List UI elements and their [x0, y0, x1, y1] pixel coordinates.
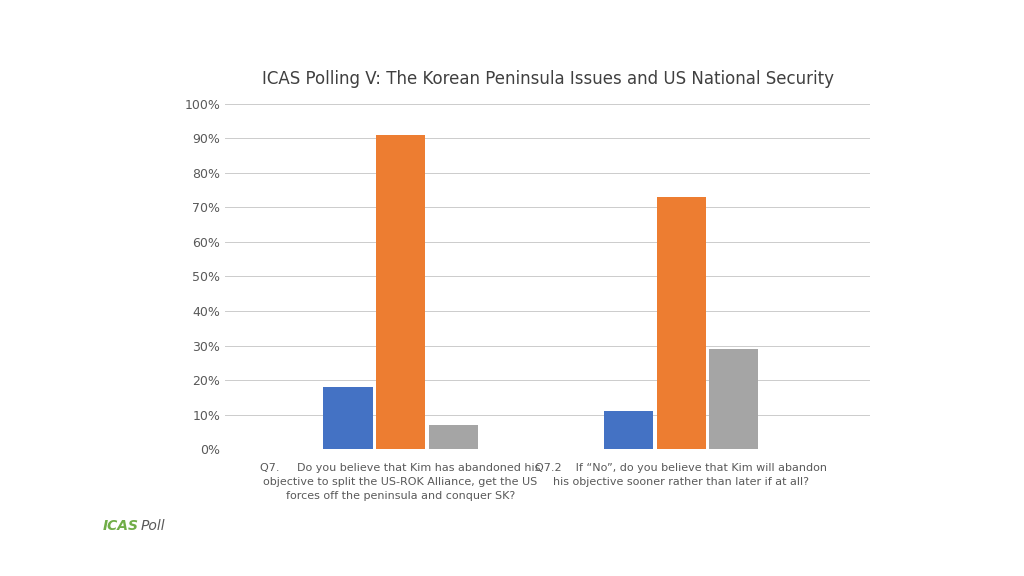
Bar [376, 135, 425, 449]
Bar [604, 411, 653, 449]
Text: Poll: Poll [140, 519, 165, 533]
Bar [656, 197, 706, 449]
Title: ICAS Polling V: The Korean Peninsula Issues and US National Security: ICAS Polling V: The Korean Peninsula Iss… [262, 70, 834, 88]
Bar [429, 425, 478, 449]
Text: ICAS: ICAS [102, 519, 138, 533]
Bar [324, 387, 373, 449]
Bar [709, 349, 758, 449]
